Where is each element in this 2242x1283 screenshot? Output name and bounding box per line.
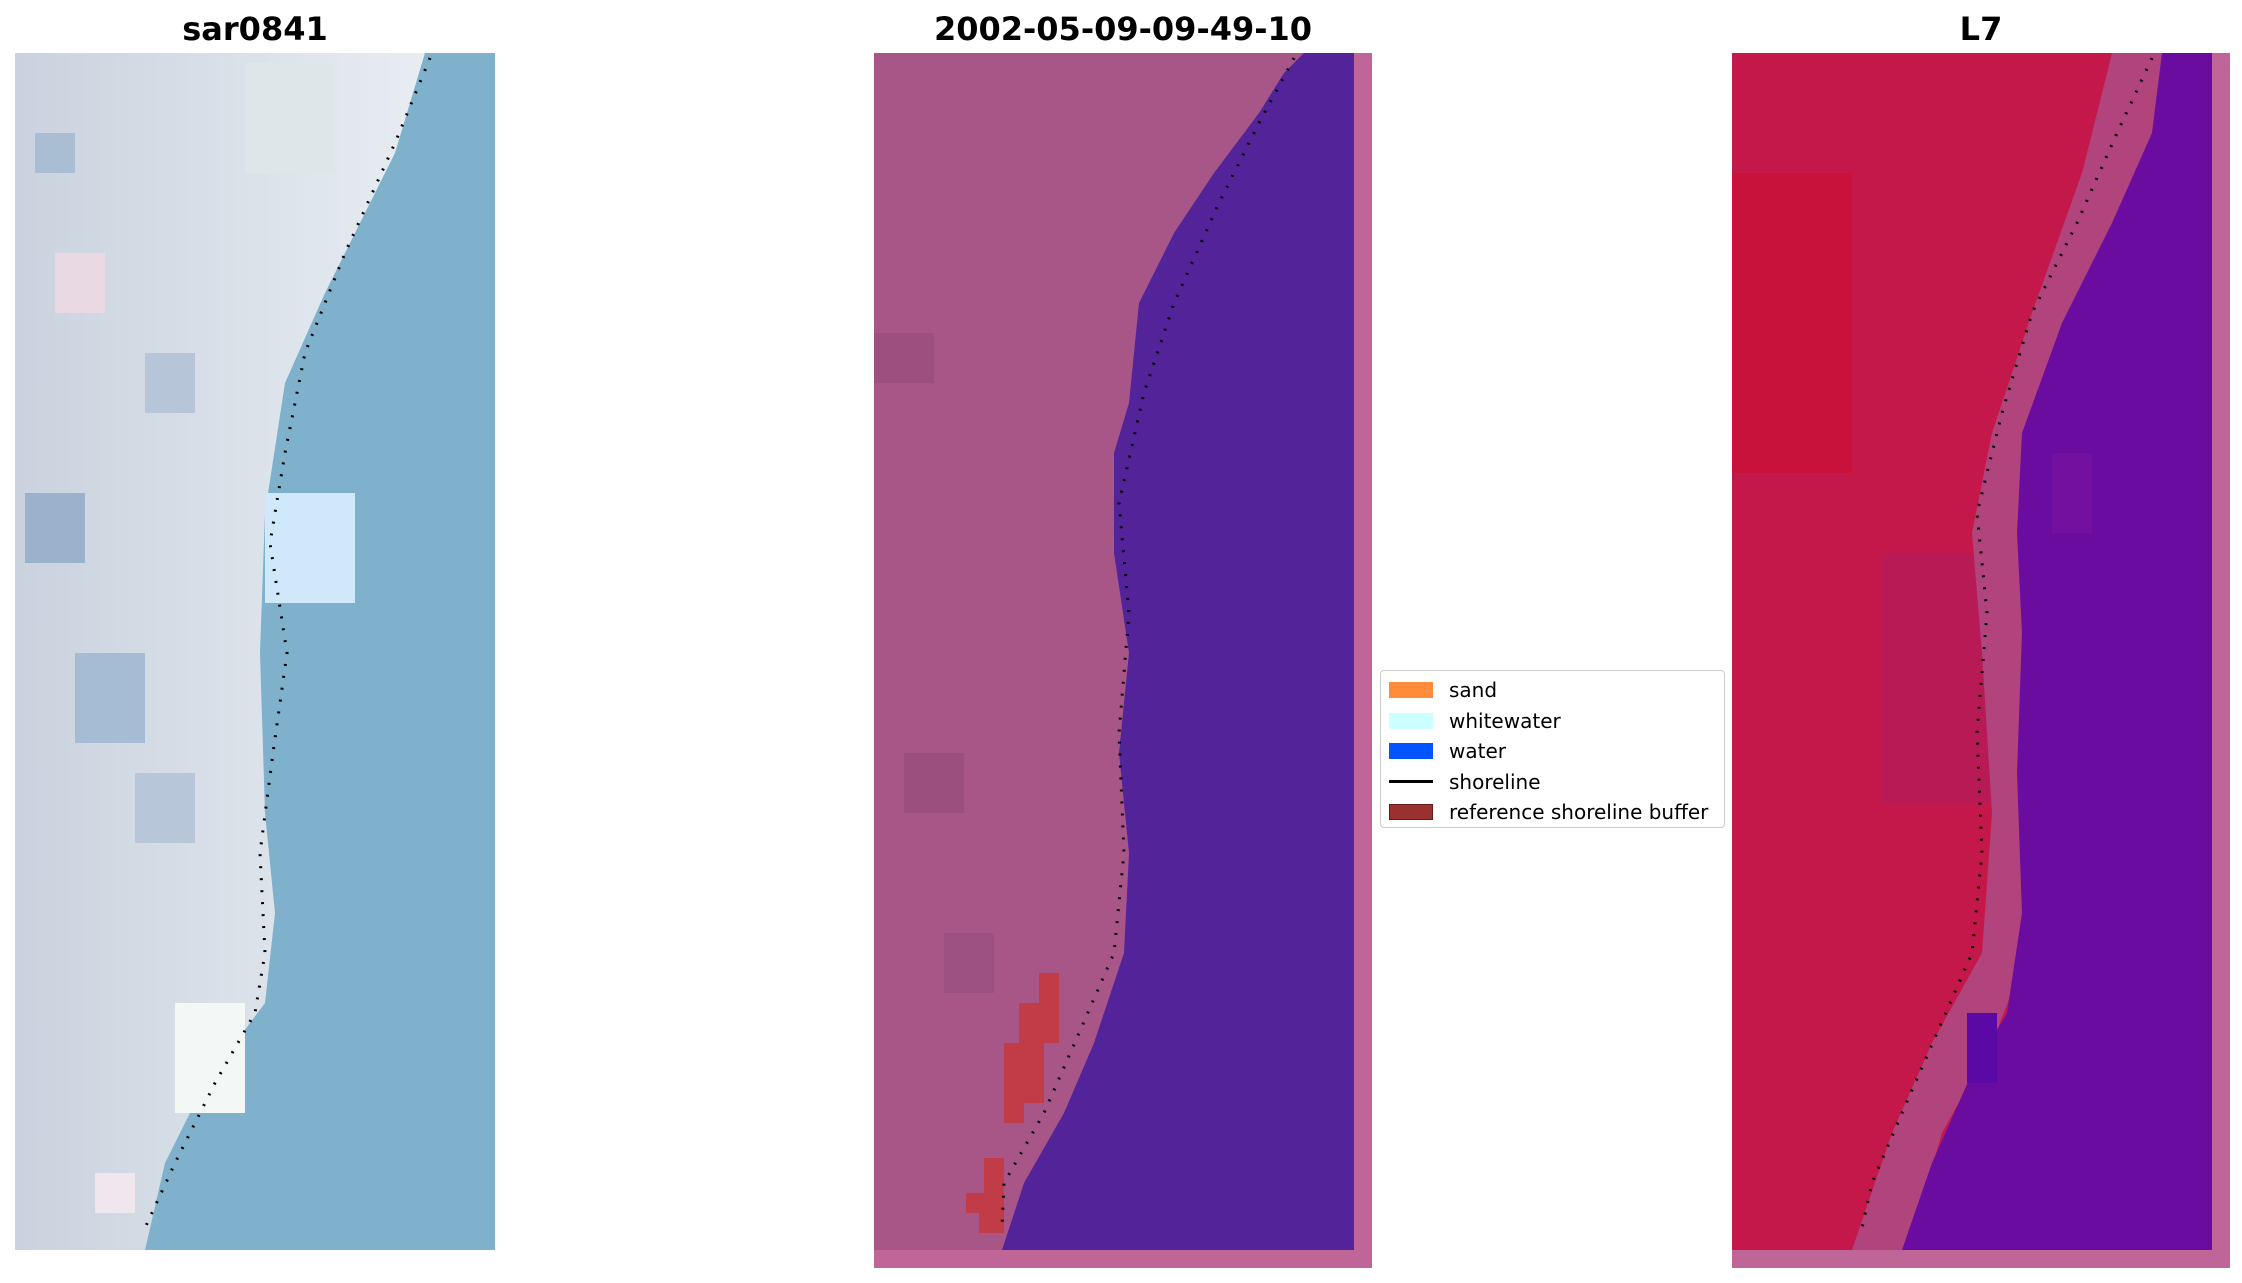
sand-swatch [1389,682,1433,699]
whitewater-swatch [1389,712,1433,729]
legend-item-water: water [1389,736,1716,767]
classification-image [874,53,1372,1268]
transition-zone [1852,53,2172,1250]
land-area [15,53,425,1250]
legend-label-water: water [1449,739,1506,764]
panel-title-rgb: sar0841 [182,10,328,48]
legend-item-sand: sand [1389,675,1716,706]
water-class [1002,53,1354,1250]
legend-item-whitewater: whitewater [1389,706,1716,737]
legend-item-shoreline: shoreline [1389,767,1716,798]
legend-label-sand: sand [1449,678,1498,703]
legend: sand whitewater water shoreline referenc… [1380,670,1725,828]
rgb-satellite-image [15,53,495,1250]
reference-buffer-swatch [1389,804,1433,821]
legend-label-whitewater: whitewater [1449,708,1561,733]
legend-item-reference-buffer: reference shoreline buffer [1389,797,1716,828]
legend-label-reference-buffer: reference shoreline buffer [1449,800,1709,825]
reference-shoreline-buffer [1004,973,1059,1123]
l7-index-image [1732,53,2230,1268]
water-swatch [1389,743,1433,760]
shoreline-dots [1000,57,1296,1229]
water-index-area [1902,53,2212,1250]
panel-title-classification: 2002-05-09-09-49-10 [933,10,1313,48]
panel-title-l7: L7 [1959,10,2003,48]
legend-label-shoreline: shoreline [1449,769,1541,794]
shoreline-swatch [1389,780,1433,784]
